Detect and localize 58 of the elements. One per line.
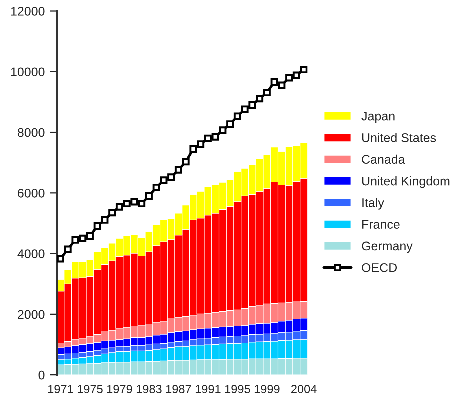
point [123,200,131,208]
legend-label: OECD [362,263,398,272]
point [108,209,116,217]
point [64,246,72,254]
legend-label: Germany [362,242,413,254]
point [138,200,146,208]
legend-label: United States [362,133,436,142]
legend-label: Japan [362,112,395,124]
point [197,140,205,148]
legend-label: United Kingdom [362,176,450,188]
y-tick-label: 10000 [11,68,45,77]
point [300,66,308,74]
point [204,134,212,142]
point [57,255,64,263]
point [168,174,176,182]
point [256,95,264,103]
y-tick-label: 0 [38,370,45,380]
point [182,158,190,166]
x-tick-label: 1983 [136,385,162,394]
x-tick-label: 1995 [225,385,250,394]
point [241,106,249,114]
legend-label: Canada [362,154,406,164]
point [145,192,153,200]
point [270,78,278,86]
point [130,198,138,206]
y-tick-label: 4000 [18,250,45,258]
point [116,203,124,211]
y-tick-label: 2000 [18,310,45,320]
point [212,133,220,141]
x-tick-label: 1971 [48,385,74,394]
point [86,232,94,240]
x-tick-label: 2004 [292,385,317,394]
point [234,112,242,120]
point [278,82,286,90]
x-tick-label: 1979 [107,385,132,394]
point [248,101,256,109]
x-tick-label: 1991 [196,385,221,394]
point [160,176,168,184]
y-tick-label: 8000 [18,128,45,138]
point [101,216,109,224]
point [72,236,80,244]
point [94,222,102,230]
point [79,234,87,242]
point [292,72,300,80]
point [174,166,182,174]
point [219,126,227,134]
point [263,89,271,97]
y-tick-label: 12000 [11,7,45,16]
x-tick-label: 1987 [166,385,192,394]
x-tick-label: 1975 [78,385,103,394]
point [226,120,234,128]
legend-label: France [362,220,400,229]
y-tick-label: 6000 [18,188,45,198]
point [286,74,294,82]
point [152,184,160,192]
point [190,145,198,153]
x-tick-label: 1999 [254,385,280,394]
legend-label: Italy [362,198,384,210]
